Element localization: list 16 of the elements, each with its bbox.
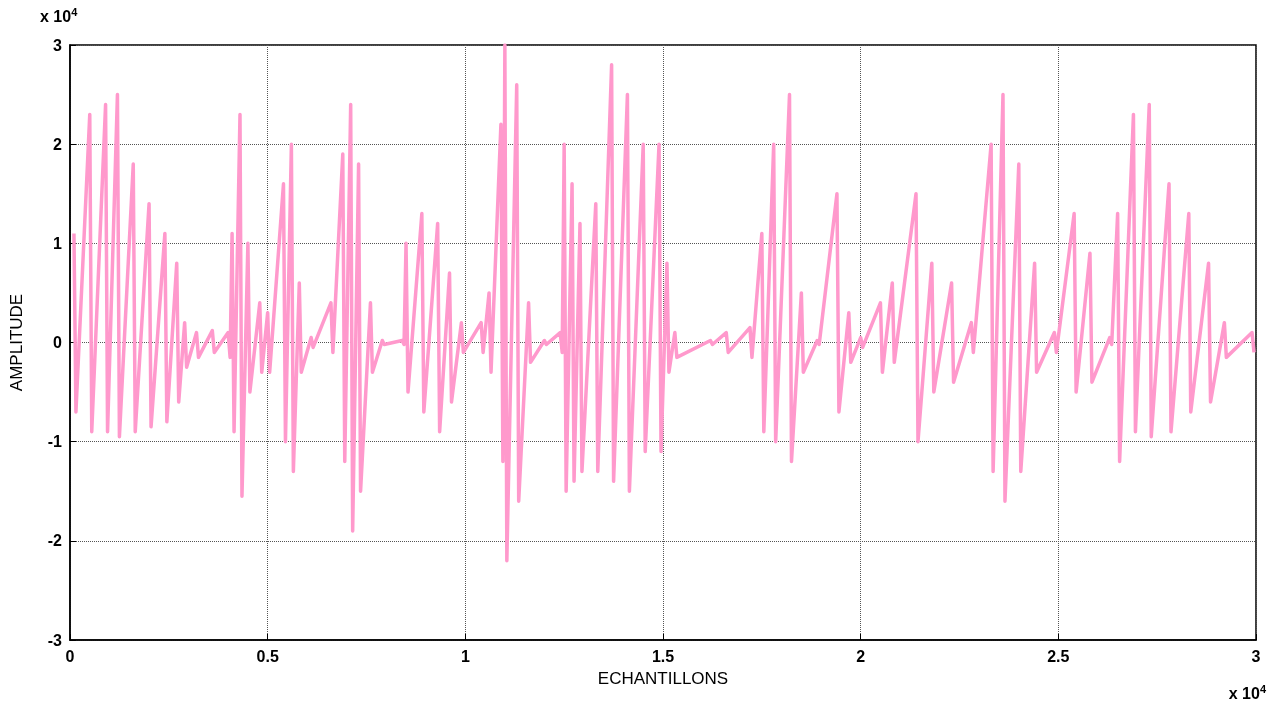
- y-tick-label: -3: [47, 631, 63, 649]
- x-tick-label: 0.5: [256, 647, 279, 665]
- x-tick-label: 2.5: [1047, 647, 1070, 665]
- x-tick-label: 0: [65, 647, 75, 665]
- x-tick-label: 1.5: [651, 647, 675, 665]
- y-axis-title: AMPLITUDE: [7, 293, 26, 392]
- y-tick-label: -1: [47, 433, 63, 451]
- y-tick-label: 2: [53, 135, 63, 153]
- y-tick-label: 3: [53, 36, 63, 54]
- y-tick-label: -2: [47, 532, 63, 550]
- x-tick-label: 2: [856, 647, 866, 665]
- y-tick-label: 1: [53, 234, 63, 252]
- y-tick-label: 0: [53, 334, 63, 351]
- x-tick-label: 1: [460, 647, 470, 665]
- x-tick-label: 3: [1251, 647, 1261, 665]
- x-axis-title: ECHANTILLONS: [597, 669, 729, 688]
